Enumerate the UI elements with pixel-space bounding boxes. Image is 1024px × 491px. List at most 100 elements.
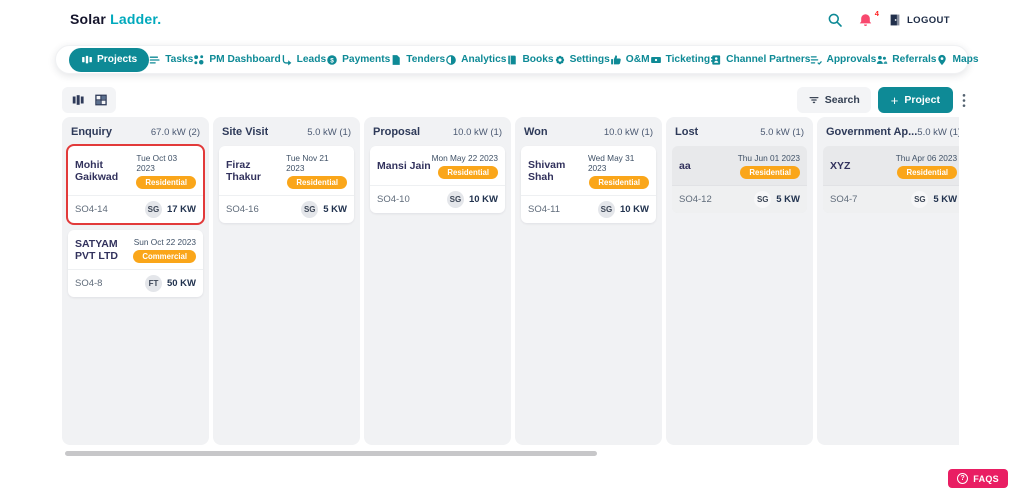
tab-label: Tenders — [406, 54, 446, 65]
notifications-bell-icon[interactable]: 4 — [858, 9, 879, 28]
project-card[interactable]: SATYAM PVT LTD Sun Oct 22 2023 Commercia… — [68, 230, 203, 297]
tasks-icon — [149, 56, 160, 64]
tab-label: Payments — [342, 54, 391, 65]
tab-pm-dashboard[interactable]: PM Dashboard — [193, 54, 281, 66]
thumbs-up-icon — [610, 54, 621, 64]
app-logo[interactable]: Solar Ladder. — [70, 11, 161, 27]
tenders-icon — [392, 54, 401, 65]
column-summary: 10.0 kW (1) — [603, 126, 653, 138]
project-date: Tue Nov 21 2023 — [286, 153, 329, 173]
project-card[interactable]: XYZ Thu Apr 06 2023 Residential SO4-7 SG… — [823, 146, 959, 213]
logout-door-icon — [890, 14, 900, 26]
project-type-badge: Commercial — [133, 250, 196, 263]
logout-button[interactable]: LOGOUT — [888, 13, 950, 27]
svg-text:$: $ — [330, 57, 334, 64]
project-capacity: 50 KW — [166, 278, 196, 289]
assignee-avatar: FT — [144, 275, 162, 292]
tab-payments[interactable]: $ Payments — [326, 54, 390, 66]
logout-label: LOGOUT — [906, 14, 950, 26]
assignee-avatar: SG — [754, 191, 772, 208]
faqs-button[interactable]: ? FAQS — [948, 469, 1008, 488]
project-button-label: Project — [904, 94, 940, 106]
project-type-badge: Residential — [136, 176, 196, 189]
project-date: Thu Jun 01 2023 — [737, 153, 800, 163]
tab-books[interactable]: Books — [506, 54, 554, 66]
project-card[interactable]: Firaz Thakur Tue Nov 21 2023 Residential… — [219, 146, 354, 223]
logo-text-accent: Ladder. — [110, 11, 162, 27]
column-summary: 5.0 kW (1) — [760, 126, 804, 138]
tab-label: Referrals — [892, 54, 937, 65]
project-capacity: 10 KW — [468, 194, 498, 205]
grid-view-icon[interactable] — [94, 93, 108, 107]
project-id: SO4-12 — [679, 194, 712, 205]
column-summary: 67.0 kW (2) — [150, 126, 200, 138]
plus-icon: + — [890, 92, 899, 108]
tab-approvals[interactable]: Approvals — [810, 54, 876, 66]
tab-settings[interactable]: Settings — [554, 54, 610, 66]
tab-label: Leads — [296, 54, 327, 65]
column-title: Government Ap... — [826, 126, 918, 138]
column-title: Lost — [675, 126, 699, 138]
payments-icon: $ — [327, 54, 337, 65]
search-icon[interactable] — [827, 12, 843, 28]
project-card[interactable]: Mohit Gaikwad Tue Oct 03 2023 Residentia… — [66, 144, 205, 225]
filter-icon — [809, 97, 819, 104]
assignee-avatar: SG — [597, 201, 615, 218]
tab-analytics[interactable]: Analytics — [445, 54, 506, 66]
tab-tasks[interactable]: Tasks — [149, 54, 193, 66]
project-type-badge: Residential — [740, 166, 800, 179]
tab-ticketing[interactable]: Ticketing — [650, 54, 710, 66]
tab-om[interactable]: O&M — [610, 54, 650, 66]
tab-referrals[interactable]: Referrals — [876, 54, 936, 66]
tab-label: Books — [522, 54, 554, 65]
project-capacity: 5 KW — [933, 194, 958, 205]
horizontal-scrollbar[interactable] — [65, 451, 597, 456]
more-options-kebab-icon[interactable] — [960, 93, 968, 108]
tab-label: PM Dashboard — [209, 54, 281, 65]
project-id: SO4-16 — [226, 204, 259, 215]
tab-label: Projects — [97, 54, 138, 65]
project-name: Firaz Thakur — [226, 158, 262, 183]
kanban-column-lost: Lost 5.0 kW (1) aa Thu Jun 01 2023 Resid… — [666, 117, 813, 445]
view-toggle-group — [62, 87, 116, 113]
project-name: Mohit Gaikwad — [75, 158, 119, 183]
question-mark-icon: ? — [957, 473, 969, 484]
tab-label: Settings — [569, 54, 610, 65]
tab-maps[interactable]: Maps — [936, 54, 979, 66]
project-card[interactable]: Mansi Jain Mon May 22 2023 Residential S… — [370, 146, 505, 213]
column-title: Enquiry — [71, 126, 112, 138]
column-summary: 10.0 kW (1) — [452, 126, 502, 138]
column-title: Won — [524, 126, 548, 138]
tab-projects[interactable]: Projects — [69, 47, 150, 72]
tab-label: Tasks — [165, 54, 194, 65]
kanban-column-enquiry: Enquiry 67.0 kW (2) Mohit Gaikwad Tue Oc… — [62, 117, 209, 445]
column-title: Site Visit — [222, 126, 269, 138]
tab-channel-partners[interactable]: Channel Partners — [710, 54, 810, 66]
tab-tenders[interactable]: Tenders — [390, 54, 445, 66]
project-card[interactable]: Shivam Shah Wed May 31 2023 Residential … — [521, 146, 656, 223]
assignee-avatar: SG — [144, 201, 162, 218]
kanban-column-proposal: Proposal 10.0 kW (1) Mansi Jain Mon May … — [364, 117, 511, 445]
search-filter-button[interactable]: Search — [796, 87, 871, 113]
location-pin-icon — [938, 54, 947, 65]
project-name: SATYAM PVT LTD — [75, 237, 118, 262]
ticket-icon — [650, 56, 661, 63]
project-card[interactable]: aa Thu Jun 01 2023 Residential SO4-12 SG… — [672, 146, 807, 213]
project-date: Tue Oct 03 2023 — [136, 153, 178, 173]
kanban-column-site-visit: Site Visit 5.0 kW (1) Firaz Thakur Tue N… — [213, 117, 360, 445]
tab-label: Approvals — [826, 54, 877, 65]
project-type-badge: Residential — [287, 176, 347, 189]
notification-count-badge: 4 — [874, 8, 879, 18]
column-summary: 5.0 kW (1) — [917, 126, 959, 138]
project-id: SO4-10 — [377, 194, 410, 205]
project-date: Mon May 22 2023 — [431, 153, 498, 163]
tab-leads[interactable]: Leads — [281, 54, 326, 66]
column-title: Proposal — [373, 126, 421, 138]
kanban-column-won: Won 10.0 kW (1) Shivam Shah Wed May 31 2… — [515, 117, 662, 445]
tab-label: O&M — [625, 54, 650, 65]
tab-label: Maps — [952, 54, 979, 65]
project-id: SO4-7 — [830, 194, 858, 205]
project-type-badge: Residential — [589, 176, 649, 189]
add-project-button[interactable]: + Project — [877, 87, 953, 113]
kanban-view-icon[interactable] — [71, 93, 85, 107]
